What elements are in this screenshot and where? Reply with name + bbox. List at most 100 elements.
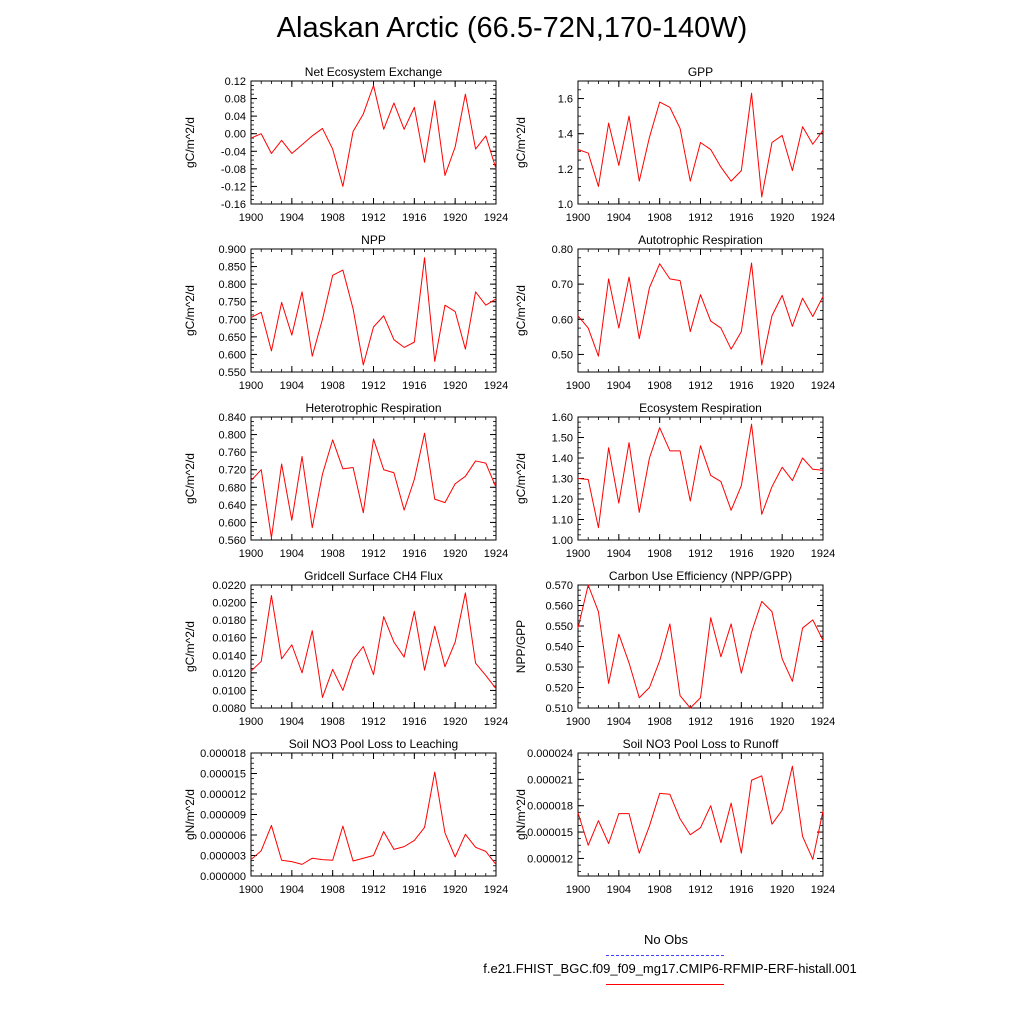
x-tick-label: 1916: [402, 548, 426, 560]
panel-title: Soil NO3 Pool Loss to Leaching: [289, 737, 458, 751]
y-tick-label: 0.0120: [212, 668, 246, 680]
x-tick-label: 1924: [811, 548, 835, 560]
x-tick-label: 1920: [443, 548, 467, 560]
chart-panel: Soil NO3 Pool Loss to Runoff 1900 1904 1908…: [514, 737, 835, 896]
x-tick-label: 1924: [811, 716, 835, 728]
y-tick-label: 0.04: [225, 111, 246, 123]
y-axis-label: gC/m^2/d: [183, 453, 197, 504]
x-tick-label: 1920: [443, 716, 467, 728]
plot-frame: [250, 416, 497, 541]
x-tick-label: 1916: [402, 380, 426, 392]
x-tick-label: 1912: [361, 548, 385, 560]
series-line: [250, 84, 497, 187]
x-tick-label: 1920: [770, 884, 794, 896]
x-tick-label: 1916: [402, 212, 426, 224]
x-tick-label: 1912: [688, 884, 712, 896]
x-tick-label: 1924: [484, 884, 508, 896]
y-tick-label: 0.520: [545, 683, 573, 695]
y-tick-label: 1.4: [558, 129, 573, 141]
plot-frame: [577, 584, 824, 709]
y-tick-label: 0.00: [225, 129, 246, 141]
y-tick-label: 1.30: [552, 474, 573, 486]
y-tick-label: -0.08: [221, 164, 246, 176]
panel-title: GPP: [688, 65, 713, 79]
x-tick-label: 1904: [280, 380, 304, 392]
y-tick-label: 0.560: [218, 535, 246, 547]
chart-panel: Carbon Use Efficiency (NPP/GPP) 1900 1904 1…: [514, 569, 835, 728]
y-axis-label: NPP/GPP: [514, 620, 528, 673]
y-tick-label: 0.600: [218, 517, 246, 529]
x-tick-label: 1912: [361, 716, 385, 728]
legend-obs-line: [606, 955, 724, 956]
chart-panel: Gridcell Surface CH4 Flux 1900 1904 1908 191…: [183, 569, 508, 728]
x-tick-label: 1904: [280, 716, 304, 728]
x-tick-label: 1916: [402, 716, 426, 728]
y-axis-label: gC/m^2/d: [514, 117, 528, 168]
y-tick-label: -0.04: [221, 146, 246, 158]
x-tick-label: 1904: [280, 548, 304, 560]
series-line: [250, 592, 497, 698]
x-tick-label: 1900: [239, 212, 263, 224]
y-tick-label: 0.570: [545, 580, 573, 592]
chart-panel: Soil NO3 Pool Loss to Leaching 1900 1904 19…: [183, 737, 508, 896]
y-tick-label: 0.540: [545, 642, 573, 654]
x-tick-label: 1900: [239, 716, 263, 728]
x-tick-label: 1924: [811, 884, 835, 896]
chart-panel: Ecosystem Respiration 1900 1904 1908 1912 191…: [514, 401, 835, 560]
x-tick-label: 1916: [729, 884, 753, 896]
x-tick-label: 1924: [484, 380, 508, 392]
series-line: [250, 257, 497, 366]
series-line: [577, 584, 824, 709]
y-axis-label: gC/m^2/d: [514, 453, 528, 504]
y-tick-label: 0.510: [545, 703, 573, 715]
y-tick-label: 0.760: [218, 447, 246, 459]
x-tick-label: 1912: [688, 716, 712, 728]
chart-panel: Autotrophic Respiration 1900 1904 1908 1912 1…: [514, 233, 835, 392]
x-tick-label: 1908: [647, 716, 671, 728]
y-tick-label: -0.16: [221, 199, 246, 211]
y-tick-label: 0.000000: [200, 871, 246, 883]
x-tick-label: 1916: [729, 548, 753, 560]
x-tick-label: 1908: [320, 884, 344, 896]
y-tick-label: 0.750: [218, 297, 246, 309]
y-tick-label: -0.12: [221, 181, 246, 193]
panel-title: Heterotrophic Respiration: [305, 401, 441, 415]
y-tick-label: 1.20: [552, 494, 573, 506]
y-tick-label: 0.000018: [527, 801, 573, 813]
x-tick-label: 1904: [607, 212, 631, 224]
y-tick-label: 0.0220: [212, 580, 246, 592]
y-tick-label: 0.000018: [200, 748, 246, 760]
y-tick-label: 0.900: [218, 244, 246, 256]
panel-title: Soil NO3 Pool Loss to Runoff: [623, 737, 780, 751]
y-tick-label: 0.850: [218, 262, 246, 274]
y-tick-label: 0.530: [545, 662, 573, 674]
x-tick-label: 1912: [361, 884, 385, 896]
x-tick-label: 1912: [688, 212, 712, 224]
x-tick-label: 1900: [566, 548, 590, 560]
y-axis-label: gC/m^2/d: [183, 621, 197, 672]
chart-panel: GPP 1900 1904 1908 1912 1916 1920 1924 1.0 1.2 1.4…: [514, 65, 835, 224]
panel-title: Net Ecosystem Exchange: [305, 65, 443, 79]
x-tick-label: 1900: [239, 380, 263, 392]
x-tick-label: 1900: [566, 380, 590, 392]
y-tick-label: 1.0: [558, 199, 573, 211]
panel-title: Gridcell Surface CH4 Flux: [304, 569, 443, 583]
y-tick-label: 0.08: [225, 94, 246, 106]
y-tick-label: 0.000015: [200, 769, 246, 781]
y-tick-label: 0.640: [218, 500, 246, 512]
x-tick-label: 1908: [320, 716, 344, 728]
y-tick-label: 0.0140: [212, 650, 246, 662]
y-tick-label: 1.00: [552, 535, 573, 547]
x-tick-label: 1920: [770, 716, 794, 728]
x-tick-label: 1900: [566, 884, 590, 896]
series-line: [577, 765, 824, 860]
series-line: [577, 423, 824, 529]
y-tick-label: 1.6: [558, 94, 573, 106]
plot-frame: [250, 80, 497, 205]
x-tick-label: 1912: [361, 380, 385, 392]
x-tick-label: 1900: [239, 884, 263, 896]
y-tick-label: 0.680: [218, 482, 246, 494]
y-tick-label: 0.0200: [212, 598, 246, 610]
x-tick-label: 1920: [770, 548, 794, 560]
